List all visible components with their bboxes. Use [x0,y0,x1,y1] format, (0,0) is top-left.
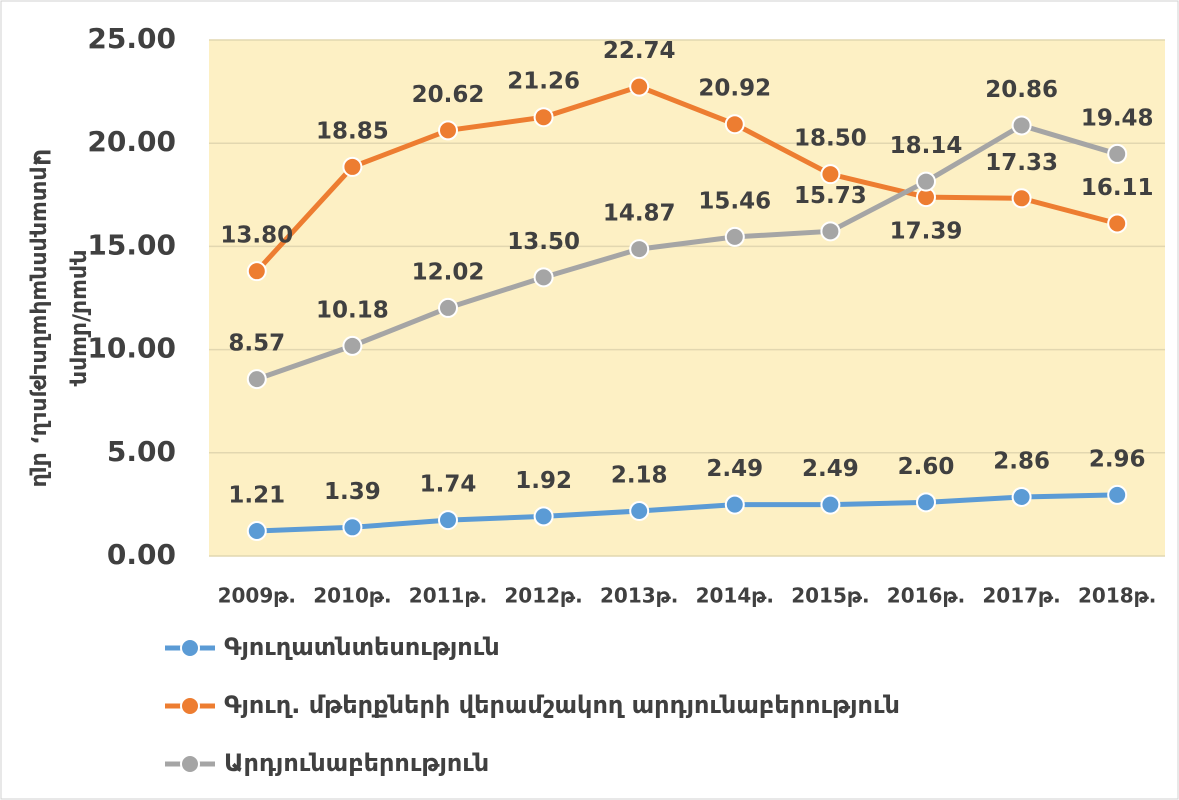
y-tick-label: 5.00 [107,435,176,468]
legend-marker [180,754,200,774]
data-label: 20.86 [985,77,1058,103]
data-point [820,164,841,185]
data-label: 18.85 [316,118,389,144]
data-point [1107,484,1128,505]
data-label: 2.49 [802,456,859,482]
data-label: 8.57 [228,331,285,357]
data-label: 1.74 [420,472,477,498]
legend-marker [180,696,200,716]
data-point [724,226,745,247]
y-axis-label: դրամ/մարդ [68,249,93,386]
data-point [629,239,650,260]
data-label: 15.46 [698,188,771,214]
data-point [246,261,267,282]
y-axis-label: Արտադրողականություն, մլն [28,149,53,488]
data-label: 16.11 [1081,175,1154,201]
data-label: 17.39 [890,219,963,245]
x-tick-label: 2010թ. [313,584,391,608]
y-tick-label: 0.00 [107,538,176,571]
data-point [438,120,458,141]
y-tick-label: 25.00 [87,22,176,55]
data-label: 2.86 [993,448,1050,474]
data-label: 15.73 [794,183,867,209]
data-point [246,369,267,390]
data-label: 1.92 [515,468,572,494]
x-tick-label: 2017թ. [982,584,1060,608]
data-point [916,492,936,513]
data-point [629,501,650,522]
data-point [1011,188,1032,209]
data-point [629,76,650,97]
y-tick-label: 20.00 [87,125,176,158]
data-label: 14.87 [603,201,676,227]
data-point [724,494,745,515]
data-point [820,221,841,242]
data-point [342,335,363,356]
series-line [255,122,1118,382]
y-tick-label: 15.00 [87,228,176,261]
data-label: 13.50 [507,229,580,255]
x-tick-label: 2009թ. [218,584,296,608]
data-label: 2.96 [1089,446,1146,472]
data-label: 17.33 [985,150,1058,176]
data-point [533,107,554,128]
data-point [820,494,841,515]
legend-label: Արդյունաբերություն [224,749,489,777]
x-tick-label: 2014թ. [696,584,774,608]
y-tick-label: 10.00 [87,332,176,365]
data-point [533,267,554,288]
data-label: 2.49 [706,456,763,482]
data-label: 18.50 [794,126,867,152]
data-label: 20.62 [412,82,485,108]
data-point [1011,115,1032,136]
data-label: 12.02 [412,259,485,285]
x-tick-label: 2012թ. [504,584,582,608]
legend-label: Գյուղատնտեսություն [224,633,500,661]
data-label: 1.39 [324,479,381,505]
data-point [1107,143,1128,164]
data-point [246,521,267,542]
data-label: 2.60 [898,454,955,480]
data-point [916,171,936,192]
x-tick-label: 2015թ. [791,584,869,608]
data-label: 20.92 [698,76,771,102]
x-tick-label: 2011թ. [409,584,487,608]
data-label: 2.18 [611,463,668,489]
data-point [1107,213,1128,234]
data-label: 1.21 [228,483,285,509]
data-label: 21.26 [507,69,580,95]
data-point [342,517,363,538]
series-line [256,492,1118,534]
x-tick-label: 2018թ. [1078,584,1156,608]
data-point [724,114,745,135]
x-tick-label: 2013թ. [600,584,678,608]
data-label: 10.18 [316,297,389,323]
x-tick-label: 2016թ. [887,584,965,608]
data-point [342,156,363,177]
legend-label: Գյուղ. մթերքների վերամշակող արդյունաբերո… [224,691,900,719]
legend-marker [180,638,200,658]
data-point [1011,486,1032,507]
data-label: 22.74 [603,38,676,64]
data-point [438,297,458,318]
series-line [254,83,1118,273]
plot-area [209,40,1165,556]
data-point [438,510,458,531]
data-label: 13.80 [220,223,293,249]
data-label: 19.48 [1081,105,1154,131]
data-point [533,506,554,527]
data-label: 18.14 [890,133,963,159]
